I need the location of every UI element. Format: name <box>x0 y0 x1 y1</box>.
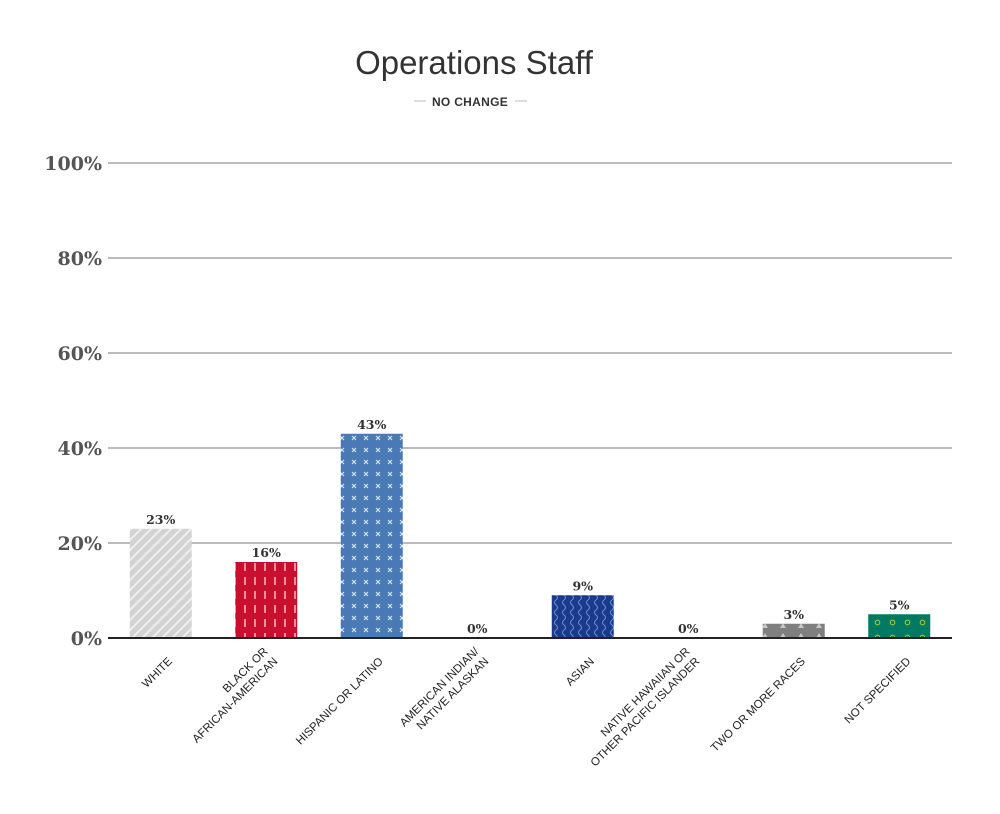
value-label: 16% <box>252 545 281 560</box>
x-tick-label-line: NATIVE HAWAIIAN OR <box>599 646 693 740</box>
value-label: 0% <box>678 621 699 636</box>
value-labels: 23% 16% 43% 0% 9% 0% 3% 5% <box>146 417 910 636</box>
value-label: 9% <box>572 578 593 593</box>
chart-subtitle: NO CHANGE <box>432 95 508 109</box>
x-tick-label: NATIVE HAWAIIAN OROTHER PACIFIC ISLANDER <box>579 646 703 770</box>
x-tick-label-line: NOT SPECIFIED <box>843 656 914 727</box>
bar <box>868 614 931 638</box>
bar <box>129 528 192 638</box>
chart-title: Operations Staff <box>355 44 594 81</box>
gridlines <box>108 162 952 544</box>
y-tick-label: 0% <box>71 628 102 650</box>
x-tick-label: BLACK ORAFRICAN-AMERICAN <box>181 646 281 746</box>
x-tick-label: WHITE <box>140 655 175 690</box>
bar <box>551 595 614 638</box>
x-tick-label: AMERICAN INDIAN/NATIVE ALASKAN <box>398 645 492 739</box>
value-label: 43% <box>357 417 386 432</box>
x-tick-label-line: HISPANIC OR LATINO <box>294 656 386 748</box>
y-tick-label: 20% <box>58 533 103 555</box>
x-axis-labels: WHITE BLACK ORAFRICAN-AMERICAN HISPANIC OR… <box>140 645 913 769</box>
bar <box>340 433 403 638</box>
x-tick-label-line: WHITE <box>140 655 175 690</box>
x-tick-label: NOT SPECIFIED <box>843 656 914 727</box>
y-tick-label: 40% <box>58 438 103 460</box>
bars <box>129 433 931 638</box>
y-axis-ticks: 0% 20% 40% 60% 80% 100% <box>44 153 102 650</box>
x-tick-label-text: ASIAN <box>564 656 597 689</box>
x-tick-label: HISPANIC OR LATINO <box>294 656 386 748</box>
x-tick-label-text: NOT SPECIFIED <box>843 656 914 727</box>
bar <box>762 623 825 638</box>
bar <box>235 562 298 638</box>
x-tick-label-line: OTHER PACIFIC ISLANDER <box>589 656 703 770</box>
x-tick-label-text: AMERICAN INDIAN/NATIVE ALASKAN <box>398 645 492 739</box>
x-tick-label-text: NATIVE HAWAIIAN OROTHER PACIFIC ISLANDER <box>579 646 703 770</box>
x-tick-label-text: TWO OR MORE RACES <box>709 655 808 754</box>
value-label: 5% <box>889 597 910 612</box>
value-label: 0% <box>467 621 488 636</box>
x-tick-label-line: TWO OR MORE RACES <box>709 655 808 754</box>
value-label: 23% <box>146 512 175 527</box>
x-tick-label-text: BLACK ORAFRICAN-AMERICAN <box>181 646 281 746</box>
x-tick-label-text: WHITE <box>140 655 175 690</box>
x-tick-label-line: ASIAN <box>564 656 597 689</box>
x-tick-label-text: HISPANIC OR LATINO <box>294 656 386 748</box>
x-tick-label: TWO OR MORE RACES <box>709 655 808 754</box>
value-label: 3% <box>783 607 804 622</box>
y-tick-label: 100% <box>44 153 102 175</box>
x-tick-label: ASIAN <box>564 656 597 689</box>
y-tick-label: 80% <box>58 248 103 270</box>
x-tick-label-line: AMERICAN INDIAN/ <box>398 645 482 729</box>
x-tick-label-line: AFRICAN-AMERICAN <box>191 656 281 746</box>
y-tick-label: 60% <box>58 343 103 365</box>
